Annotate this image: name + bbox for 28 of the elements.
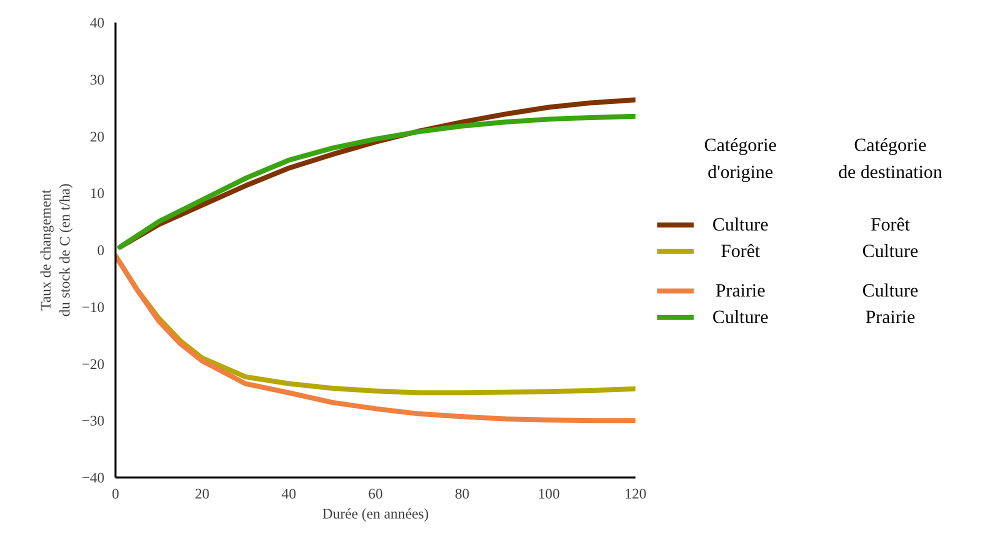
x-tick-label: 60: [368, 486, 383, 502]
legend-label: Forêt: [720, 240, 761, 262]
text: Catégorie de destination: [838, 134, 943, 184]
y-tick-label: 30: [90, 72, 104, 88]
y-tick-label: 0: [97, 243, 104, 259]
y-tick-label: −10: [82, 300, 104, 316]
y-tick-label: 40: [90, 16, 104, 32]
x-tick-label: 0: [112, 486, 120, 502]
text: Forêt: [870, 214, 911, 236]
legend-title: Catégorie d'origine: [704, 134, 777, 184]
y-tick-label: −40: [82, 470, 104, 486]
text: Culture: [862, 240, 918, 262]
y-axis-title: Taux de changement du stock de C (en t/ha): [38, 183, 74, 317]
x-tick-label: 20: [194, 486, 210, 502]
legend-label: Prairie: [716, 280, 766, 302]
x-axis-title: Durée (en années): [322, 506, 429, 522]
text: Prairie: [865, 306, 916, 328]
legend-label: Culture: [712, 306, 768, 328]
x-tick-label: 80: [454, 486, 470, 502]
y-tick-label: 20: [90, 129, 104, 146]
text: Culture: [862, 280, 918, 302]
y-tick-label: −20: [82, 356, 104, 373]
x-tick-label: 100: [538, 486, 560, 502]
legend-label: Culture: [712, 214, 768, 236]
x-tick-label: 40: [282, 486, 296, 502]
y-tick-label: 10: [90, 186, 104, 202]
x-tick-label: 120: [624, 486, 646, 502]
y-tick-label: −30: [82, 414, 104, 430]
